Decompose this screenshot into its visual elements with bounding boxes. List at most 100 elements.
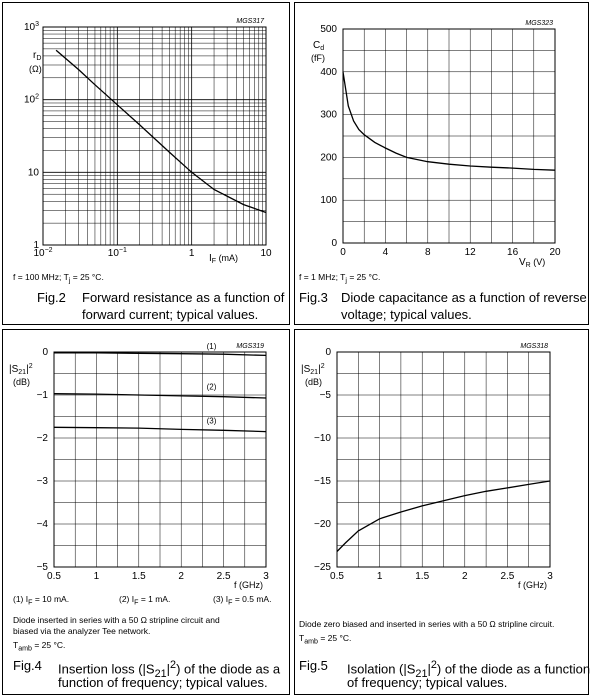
- x-tick-label: 10−1: [108, 247, 127, 259]
- y-tick-label: −4: [37, 519, 49, 530]
- y-axis-unit: (fF): [311, 53, 325, 63]
- x-tick-label: 1.5: [415, 571, 429, 582]
- y-tick-label: 100: [320, 195, 337, 206]
- y-axis-unit: (Ω): [29, 64, 42, 74]
- x-axis-label: f (GHz): [518, 580, 547, 590]
- caption-line-2: voltage; typical values.: [341, 307, 472, 322]
- y-tick-label: −3: [37, 476, 49, 487]
- x-tick-label: 1: [377, 571, 383, 582]
- x-tick-label: 20: [549, 247, 561, 258]
- x-axis-label: VR (V): [519, 257, 545, 269]
- figure-caption: Fig.5 Isolation (|S21|2) of the diode as…: [299, 657, 591, 693]
- y-axis-label: |S21|2: [301, 363, 325, 376]
- figure-caption: Fig.4 Insertion loss (|S21|2) of the dio…: [13, 657, 288, 693]
- x-tick-label: 0.5: [330, 571, 344, 582]
- y-tick-label: 500: [320, 24, 337, 35]
- chart-code: MGS319: [236, 343, 264, 350]
- series-label: (2): [207, 383, 217, 392]
- x-tick-label: 16: [507, 247, 519, 258]
- chart-conditions: Diode inserted in series with a 50 Ω str…: [13, 615, 220, 653]
- figure-number: Fig.3: [299, 290, 328, 305]
- x-axis-label: f (GHz): [234, 580, 263, 590]
- y-tick-label: −5: [320, 390, 332, 401]
- x-tick-label: 0: [340, 247, 346, 258]
- figure-panel-fig3: 0 100 200 300 400 500 0 4 8 12 16 20 Cd (fF) VR (V) MGS…: [294, 2, 589, 325]
- y-tick-label: 0: [42, 347, 48, 358]
- chart-code: MGS317: [236, 18, 265, 25]
- x-tick-label: 0.5: [47, 571, 61, 582]
- y-tick-label: 400: [320, 67, 337, 78]
- figure-caption: Fig.3 Diode capacitance as a function of…: [299, 289, 587, 325]
- caption-line-1: Insertion loss (|S21|2) of the diode as …: [58, 659, 281, 680]
- y-tick-label: 10: [28, 167, 40, 178]
- series-line: [53, 393, 267, 399]
- chart-conditions: f = 1 MHz; Tj = 25 °C.: [299, 272, 381, 285]
- y-tick-label: 102: [24, 94, 39, 106]
- x-tick-label: 2: [178, 571, 184, 582]
- figure-caption: Fig.2 Forward resistance as a function o…: [37, 289, 287, 325]
- x-tick-label: 3: [547, 571, 553, 582]
- y-axis-label: |S21|2: [9, 363, 33, 376]
- series-label: (1): [207, 342, 217, 351]
- caption-line-2: of frequency; typical values.: [347, 675, 508, 690]
- chart-isolation: −25 −20 −15 −10 −5 0 0.5 1 1.5 2 2.5 3 |S21|2(dB) f (…: [301, 343, 553, 590]
- y-tick-label: 0: [325, 347, 331, 358]
- chart-insertion-loss: (1) (2) (3) −5 −4 −3 −2 −1 0 0.5 1 1.5 2 2.5 3 |S21|2(d…: [9, 342, 269, 590]
- chart-conditions: Diode zero biased and inserted in series…: [299, 619, 555, 646]
- y-tick-label: 103: [24, 21, 39, 33]
- caption-line-2: forward current; typical values.: [82, 307, 259, 322]
- plot-frame: [42, 26, 267, 246]
- caption-line-2: function of frequency; typical values.: [58, 675, 268, 690]
- y-tick-label: 1: [33, 240, 39, 251]
- x-tick-label: 8: [425, 247, 431, 258]
- x-axis-label: IF (mA): [209, 253, 238, 265]
- plot-frame: [53, 351, 267, 568]
- figure-panel-fig4: (1) (2) (3) −5 −4 −3 −2 −1 0 0.5 1 1.5 2 2.5 3 |S21|2 (d…: [2, 329, 290, 695]
- chart-code: MGS323: [525, 20, 553, 27]
- chart-code: MGS318: [520, 343, 548, 350]
- y-tick-label: −2: [37, 433, 49, 444]
- y-tick-label: −15: [314, 476, 331, 487]
- y-tick-label: −25: [314, 562, 331, 573]
- x-tick-label: 2.5: [217, 571, 231, 582]
- caption-line-1: Diode capacitance as a function of rever…: [341, 290, 587, 305]
- figure-panel-fig5: −25 −20 −15 −10 −5 0 0.5 1 1.5 2 2.5 3 |S21|2 (dB) f (…: [294, 329, 591, 695]
- chart-conditions: f = 100 MHz; Tj = 25 °C.: [13, 272, 104, 285]
- x-tick-label: 2: [462, 571, 468, 582]
- x-tick-label: 1: [189, 248, 195, 259]
- x-tick-label: 1.5: [132, 571, 146, 582]
- chart-forward-resistance: 1 10 102 103 10−2 10−1 1 10 rD (Ω) IF (mA) MGS317: [24, 18, 272, 265]
- x-tick-label: 12: [465, 247, 477, 258]
- legend-entry-3: (3) IF = 0.5 mA.: [213, 594, 272, 607]
- y-tick-label: −5: [37, 562, 49, 573]
- series-line: [336, 480, 551, 552]
- y-tick-label: 0: [331, 238, 337, 249]
- y-tick-label: −1: [37, 390, 49, 401]
- chart-diode-capacitance: 0 100 200 300 400 500 0 4 8 12 16 20 Cd(fF) VR (V) MGS…: [311, 20, 561, 269]
- plot-frame: [342, 28, 556, 244]
- figure-panel-fig2: 1 10 102 103 10−2 10−1 1 10 rD (Ω) IF (mA) MGS317 f…: [2, 2, 290, 325]
- x-tick-label: 10−2: [33, 247, 52, 259]
- caption-line-1: Forward resistance as a function of: [82, 290, 285, 305]
- series-line: [55, 49, 267, 214]
- y-tick-label: −20: [314, 519, 331, 530]
- series-label: (3): [207, 416, 217, 425]
- legend-entry-1: (1) IF = 10 mA.: [13, 594, 70, 607]
- figure-number: Fig.5: [299, 658, 328, 673]
- series-line: [54, 352, 267, 357]
- y-tick-label: 300: [320, 110, 337, 121]
- x-tick-label: 2.5: [500, 571, 514, 582]
- y-axis-label: Cd: [313, 40, 324, 52]
- figure-number: Fig.2: [37, 290, 66, 305]
- x-tick-label: 4: [383, 247, 389, 258]
- plot-frame: [336, 351, 551, 568]
- series-line: [342, 71, 556, 171]
- legend-entry-2: (2) IF = 1 mA.: [119, 594, 171, 607]
- y-tick-label: 200: [320, 152, 337, 163]
- caption-line-1: Isolation (|S21|2) of the diode as a fun…: [347, 659, 591, 680]
- y-tick-label: −10: [314, 433, 331, 444]
- x-tick-label: 3: [263, 571, 269, 582]
- x-tick-label: 10: [260, 248, 272, 259]
- y-axis-label: rD: [33, 50, 41, 62]
- y-axis-unit: (dB): [305, 377, 322, 387]
